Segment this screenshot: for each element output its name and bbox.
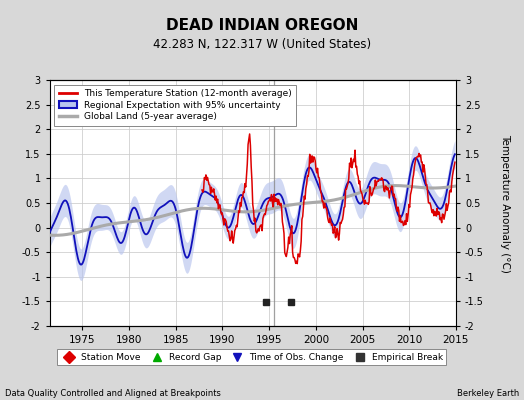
Text: 42.283 N, 122.317 W (United States): 42.283 N, 122.317 W (United States) — [153, 38, 371, 51]
Legend: Station Move, Record Gap, Time of Obs. Change, Empirical Break: Station Move, Record Gap, Time of Obs. C… — [57, 349, 446, 366]
Text: Data Quality Controlled and Aligned at Breakpoints: Data Quality Controlled and Aligned at B… — [5, 389, 221, 398]
Legend: This Temperature Station (12-month average), Regional Expectation with 95% uncer: This Temperature Station (12-month avera… — [54, 84, 297, 126]
Y-axis label: Temperature Anomaly (°C): Temperature Anomaly (°C) — [500, 134, 510, 272]
Text: DEAD INDIAN OREGON: DEAD INDIAN OREGON — [166, 18, 358, 33]
Text: Berkeley Earth: Berkeley Earth — [456, 389, 519, 398]
